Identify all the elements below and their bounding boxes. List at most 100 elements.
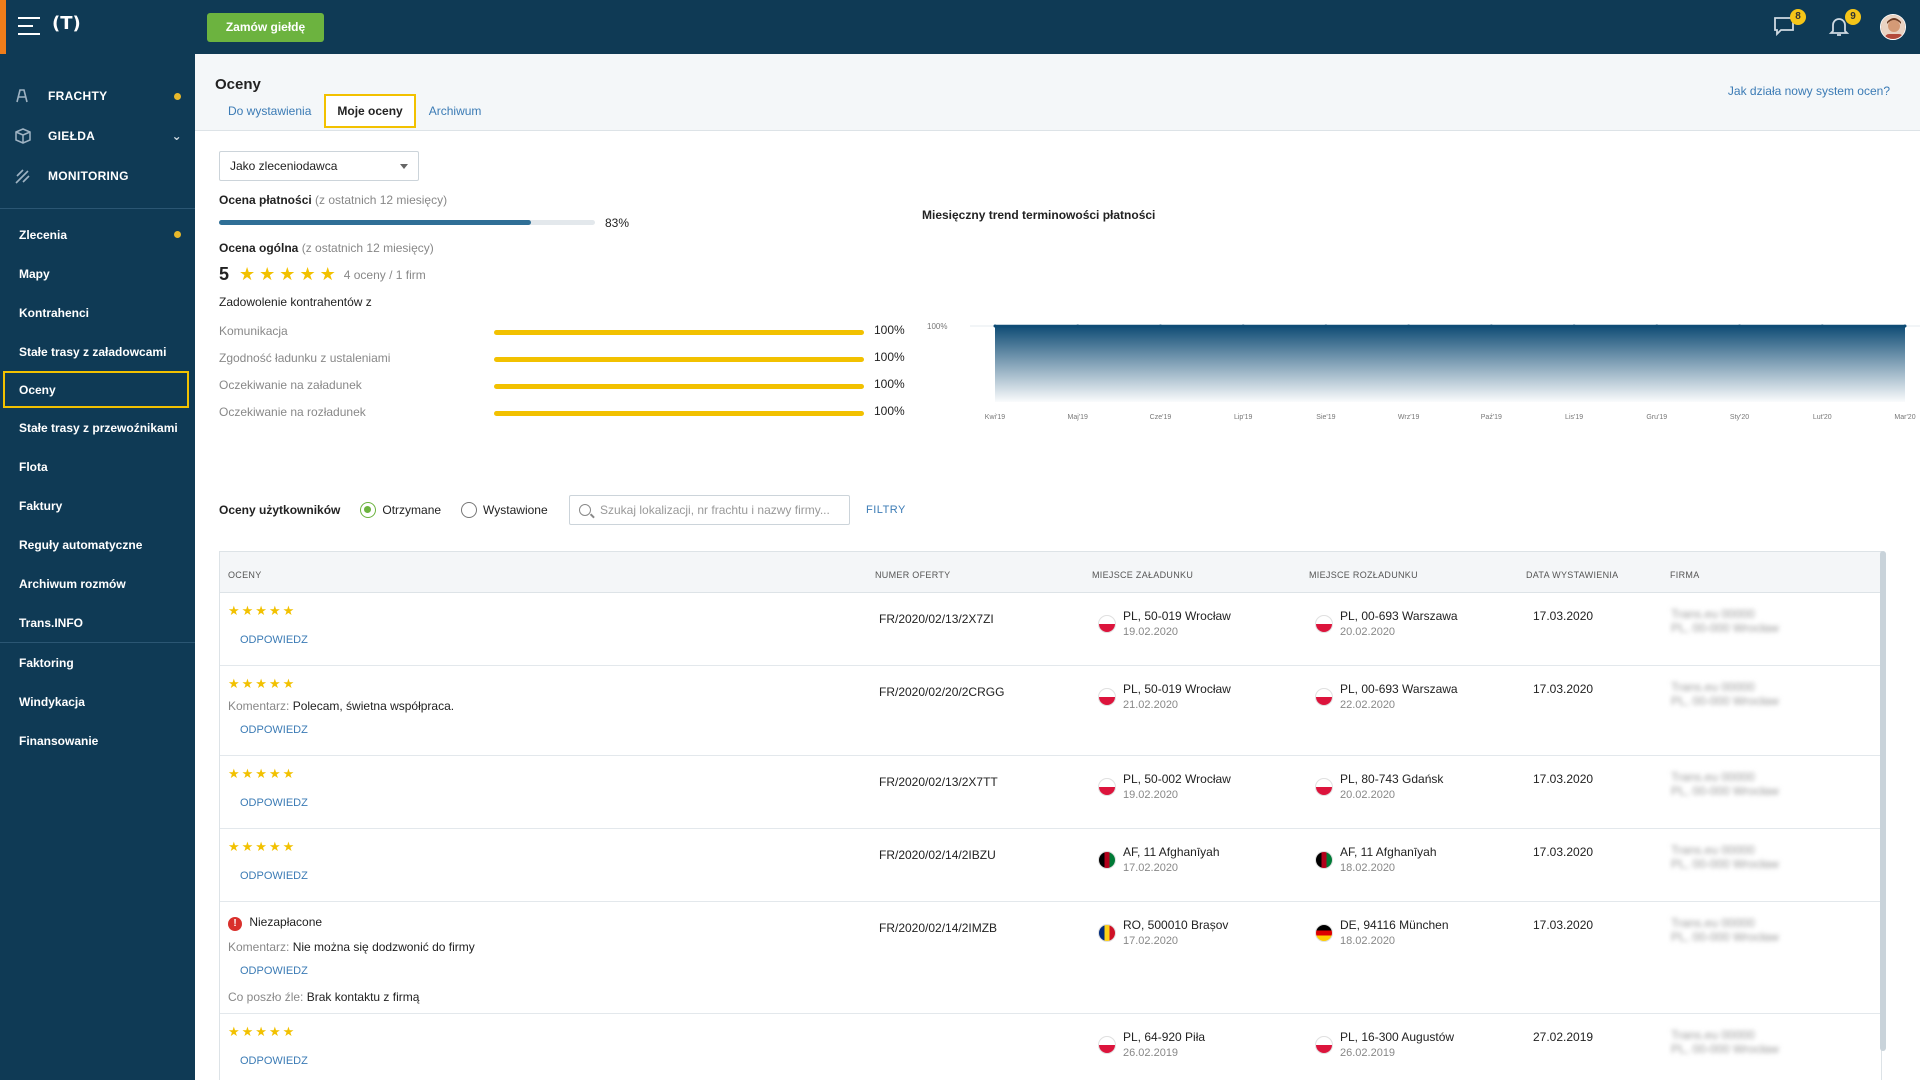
col-header-unloading[interactable]: MIEJSCE ROZŁADUNKU (1309, 570, 1418, 580)
cargo-icon (14, 87, 32, 105)
messages-button[interactable]: 8 (1772, 9, 1806, 40)
reply-link[interactable]: ODPOWIEDZ (240, 1055, 308, 1067)
offer-number[interactable]: FR/2020/02/13/2X7TT (879, 775, 998, 789)
star-icon: ★ (319, 264, 336, 284)
tab-moje-oceny[interactable]: Moje oceny (324, 94, 416, 128)
chevron-down-icon: ⌄ (171, 129, 182, 143)
loading-address: PL, 50-002 Wrocław (1123, 772, 1231, 786)
chart-point[interactable] (1076, 324, 1080, 328)
sidebar-item-finansowanie[interactable]: Finansowanie (0, 721, 195, 760)
chart-x-tick-label: Paź'19 (1481, 414, 1502, 421)
satisfaction-row: Oczekiwanie na rozładunek 100% (219, 403, 919, 423)
role-select[interactable]: Jako zleceniodawca (219, 151, 419, 181)
col-header-ratings[interactable]: OCENY (228, 570, 262, 580)
sidebar-item-archiwum-rozmow[interactable]: Archiwum rozmów (0, 564, 195, 603)
reply-link[interactable]: ODPOWIEDZ (240, 870, 308, 882)
firm-name[interactable]: Trans.eu 00000 PL, 00-000 Wrocław (1671, 680, 1779, 708)
notifications-button[interactable]: 9 (1827, 9, 1861, 40)
reply-link[interactable]: ODPOWIEDZ (240, 965, 308, 977)
firm-name[interactable]: Trans.eu 00000 PL, 00-000 Wrocław (1671, 607, 1779, 635)
col-header-offer[interactable]: NUMER OFERTY (875, 570, 951, 580)
chart-point[interactable] (1489, 324, 1493, 328)
reply-link[interactable]: ODPOWIEDZ (240, 724, 308, 736)
help-link[interactable]: Jak działa nowy system ocen? (1727, 84, 1890, 98)
chart-point[interactable] (1738, 324, 1742, 328)
chart-point[interactable] (1407, 324, 1411, 328)
user-ratings-header: Oceny użytkowników Otrzymane Wystawione (219, 495, 548, 525)
loading-address: PL, 50-019 Wrocław (1123, 682, 1231, 696)
offer-number[interactable]: FR/2020/02/13/2X7ZI (879, 612, 994, 626)
chart-point[interactable] (1158, 324, 1162, 328)
rating-stars: ★★★★★ (228, 1024, 297, 1039)
sidebar-main-frachty[interactable]: FRACHTY (0, 76, 195, 116)
firm-name-text: Trans.eu 00000 (1671, 916, 1755, 930)
radio-received-label[interactable]: Otrzymane (382, 503, 442, 517)
table-row[interactable]: ★★★★★ ODPOWIEDZ PL, 64-920 Piła 26.02.20… (220, 1014, 1881, 1080)
sidebar-item-stale-trasy-przewoznicy[interactable]: Stałe trasy z przewoźnikami (0, 408, 195, 447)
sidebar-main-gielda[interactable]: GIEŁDA ⌄ (0, 116, 195, 156)
sidebar-item-zlecenia[interactable]: Zlecenia (0, 215, 195, 254)
firm-name-text: Trans.eu 00000 (1671, 680, 1755, 694)
offer-number[interactable]: FR/2020/02/14/2IMZB (879, 921, 998, 935)
loading-address: AF, 11 Afghanīyah (1123, 845, 1220, 859)
filters-button[interactable]: FILTRY (866, 504, 906, 516)
table-row[interactable]: ★★★★★ ODPOWIEDZ FR/2020/02/13/2X7ZI PL, … (220, 593, 1881, 666)
top-bar: (T) Zamów giełdę 8 9 (0, 0, 1920, 54)
table-row[interactable]: ★★★★★ Komentarz: Polecam, świetna współp… (220, 666, 1881, 756)
sidebar-item-faktoring[interactable]: Faktoring (0, 643, 195, 682)
chart-point[interactable] (993, 324, 997, 328)
chart-point[interactable] (1820, 324, 1824, 328)
col-header-date[interactable]: DATA WYSTAWIENIA (1526, 570, 1619, 580)
flag-pl-icon (1098, 688, 1116, 706)
user-avatar[interactable] (1880, 14, 1906, 40)
chart-point[interactable] (1572, 324, 1576, 328)
offer-number[interactable]: FR/2020/02/20/2CRGG (879, 685, 1005, 699)
radio-received[interactable] (360, 502, 377, 518)
chart-point[interactable] (1324, 324, 1328, 328)
loading-date: 17.02.2020 (1123, 935, 1179, 947)
bell-icon (1828, 18, 1850, 36)
table-row[interactable]: ! Niezapłacone Komentarz: Nie można się … (220, 902, 1881, 1014)
sidebar-item-reguly[interactable]: Reguły automatyczne (0, 525, 195, 564)
radio-issued-label[interactable]: Wystawione (483, 503, 548, 517)
unloading-address: PL, 16-300 Augustów (1340, 1030, 1455, 1044)
sidebar-item-stale-trasy-zaladowcy[interactable]: Stałe trasy z załadowcami (0, 332, 195, 371)
sidebar-item-label: Stałe trasy z przewoźnikami (19, 420, 178, 435)
hamburger-menu-icon[interactable] (18, 17, 40, 37)
tab-archiwum[interactable]: Archiwum (428, 104, 482, 118)
tab-do-wystawienia[interactable]: Do wystawienia (228, 104, 312, 118)
radio-issued[interactable] (461, 502, 478, 518)
unloading-date: 18.02.2020 (1340, 862, 1396, 874)
table-scrollbar[interactable] (1880, 551, 1886, 1051)
chart-x-tick-label: Gru'19 (1646, 414, 1667, 421)
chart-point[interactable] (1655, 324, 1659, 328)
firm-name[interactable]: Trans.eu 00000 PL, 00-000 Wrocław (1671, 843, 1779, 871)
sidebar-main-label: FRACHTY (48, 89, 108, 103)
app-logo[interactable]: (T) (52, 13, 81, 34)
table-row[interactable]: ★★★★★ ODPOWIEDZ FR/2020/02/13/2X7TT PL, … (220, 756, 1881, 829)
sidebar-item-mapy[interactable]: Mapy (0, 254, 195, 293)
sidebar-item-oceny[interactable]: Oceny (3, 371, 189, 408)
reply-link[interactable]: ODPOWIEDZ (240, 634, 308, 646)
chart-point[interactable] (1241, 324, 1245, 328)
sidebar-item-trans-info[interactable]: Trans.INFO (0, 603, 195, 642)
firm-name[interactable]: Trans.eu 00000 PL, 00-000 Wrocław (1671, 770, 1779, 798)
loading-place: PL, 50-019 Wrocław 19.02.2020 (1123, 609, 1231, 638)
sidebar-item-flota[interactable]: Flota (0, 447, 195, 486)
col-header-loading[interactable]: MIEJSCE ZAŁADUNKU (1092, 570, 1194, 580)
reply-link[interactable]: ODPOWIEDZ (240, 797, 308, 809)
chart-point[interactable] (1903, 324, 1907, 328)
col-header-firm[interactable]: FIRMA (1670, 570, 1700, 580)
offer-number[interactable]: FR/2020/02/14/2IBZU (879, 848, 996, 862)
firm-name[interactable]: Trans.eu 00000 PL, 00-000 Wrocław (1671, 1028, 1779, 1056)
issue-date: 17.03.2020 (1533, 682, 1594, 696)
firm-name[interactable]: Trans.eu 00000 PL, 00-000 Wrocław (1671, 916, 1779, 944)
sidebar-main-monitoring[interactable]: MONITORING (0, 156, 195, 196)
table-row[interactable]: ★★★★★ ODPOWIEDZ FR/2020/02/14/2IBZU AF, … (220, 829, 1881, 902)
sidebar-item-faktury[interactable]: Faktury (0, 486, 195, 525)
order-exchange-button[interactable]: Zamów giełdę (207, 13, 324, 42)
sidebar-item-windykacja[interactable]: Windykacja (0, 682, 195, 721)
search-input[interactable] (600, 496, 845, 524)
sidebar-divider (0, 642, 195, 643)
sidebar-item-kontrahenci[interactable]: Kontrahenci (0, 293, 195, 332)
